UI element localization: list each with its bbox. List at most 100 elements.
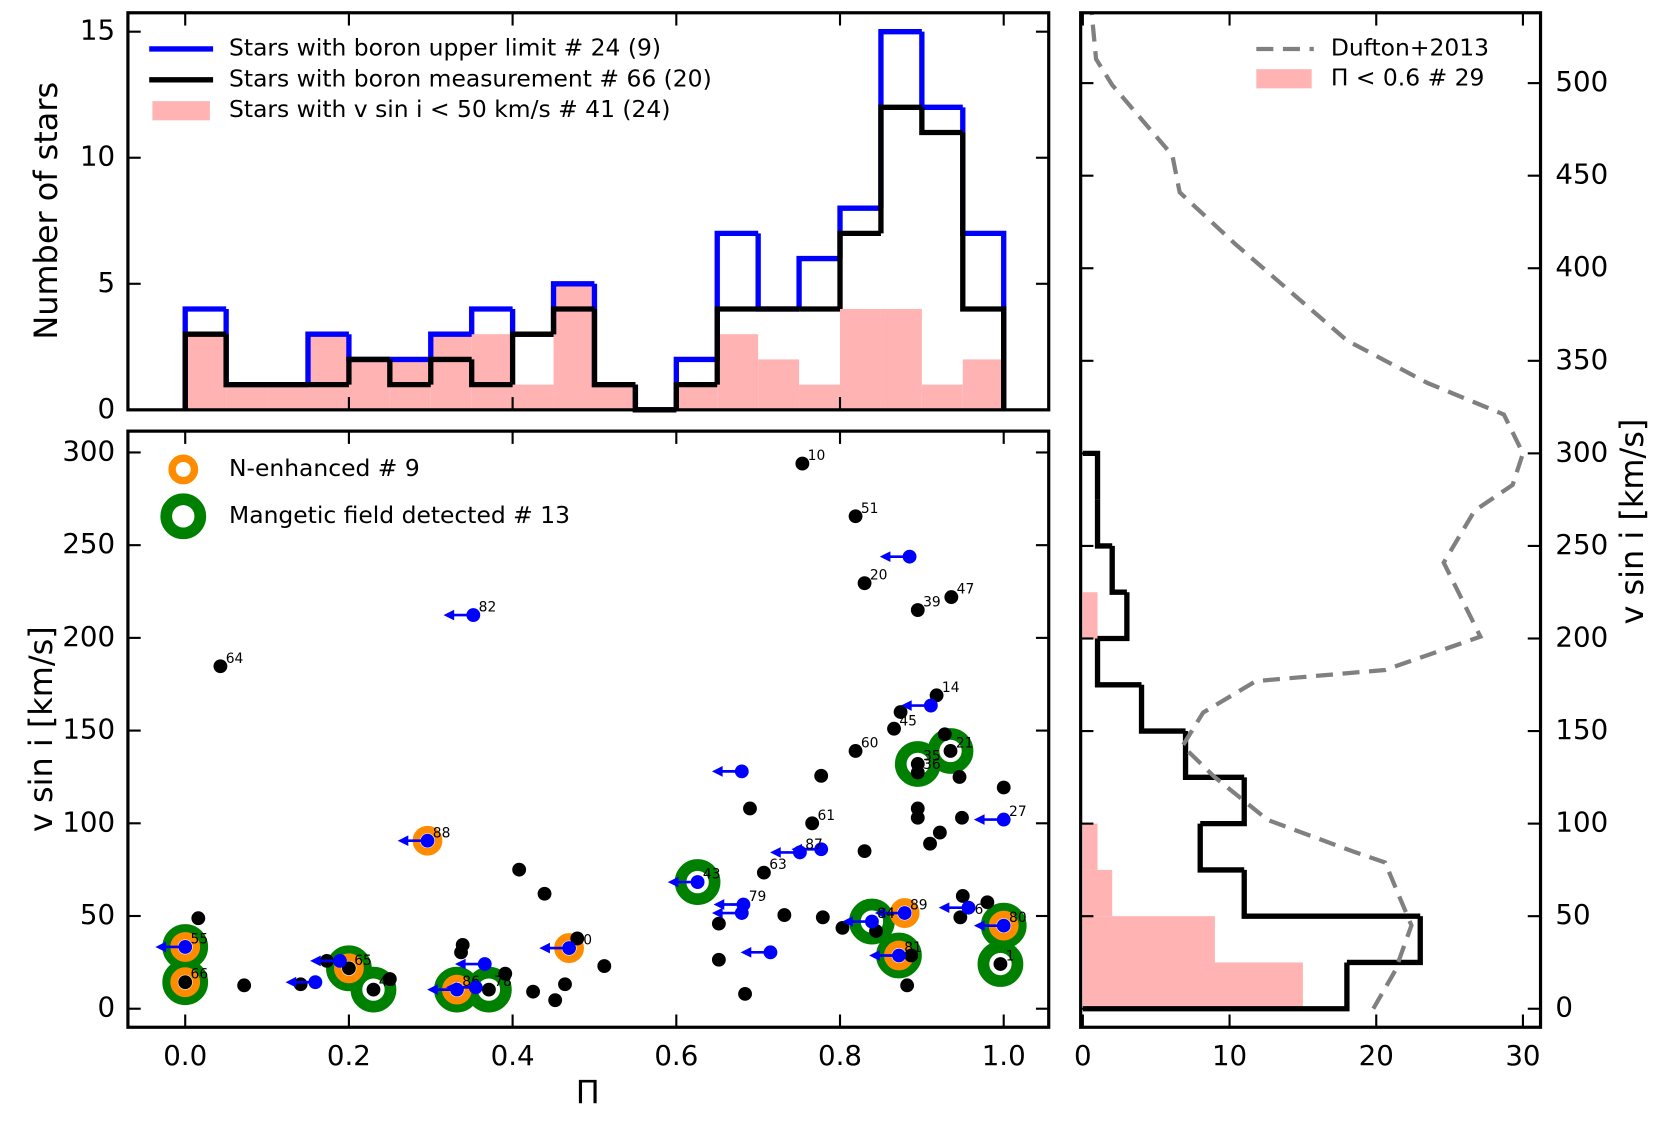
y-tick-label: 15 xyxy=(80,14,115,47)
data-point xyxy=(293,977,308,992)
data-point xyxy=(734,906,749,920)
data-point xyxy=(332,953,347,968)
y-tick-label: 200 xyxy=(62,620,115,653)
data-point xyxy=(910,765,925,780)
upper-limit-arrowhead xyxy=(454,958,466,970)
y-axis-label: v sin i [km/s] xyxy=(1613,419,1651,625)
point-label: 27 xyxy=(1009,804,1027,820)
hist-step xyxy=(878,104,922,234)
data-point xyxy=(955,810,969,825)
y-tick-label: 0 xyxy=(1555,991,1573,1024)
point-label: 78 xyxy=(494,974,512,990)
hist-step xyxy=(591,283,636,388)
point-label: 35 xyxy=(923,749,941,765)
y-tick-label: 250 xyxy=(62,527,115,560)
upper-limit-arrowhead xyxy=(770,847,781,858)
data-point xyxy=(814,768,829,783)
upper-limit-arrowhead xyxy=(711,907,723,919)
point-label: 39 xyxy=(923,595,941,611)
hist-step xyxy=(1109,545,1127,595)
hist-step xyxy=(755,233,800,312)
axes-frame xyxy=(126,429,1051,1029)
x-tick-label: 0.0 xyxy=(163,1039,207,1072)
upper-limit-arrowhead xyxy=(711,766,723,777)
data-point xyxy=(213,659,228,674)
data-point xyxy=(900,978,915,993)
upper-limit-arrowhead xyxy=(740,947,752,958)
data-point xyxy=(191,911,206,926)
data-point xyxy=(952,770,967,784)
hist-step xyxy=(919,107,963,136)
y-tick-label: 400 xyxy=(1555,250,1608,283)
data-point xyxy=(857,576,872,591)
legend-label: Dufton+2013 xyxy=(1331,33,1489,61)
data-point xyxy=(597,959,612,973)
data-point xyxy=(526,984,540,999)
hist-bar xyxy=(962,359,1004,410)
upper-limit-arrowhead xyxy=(973,814,985,825)
point-label: 82 xyxy=(479,600,497,616)
data-point xyxy=(178,940,193,954)
data-point xyxy=(558,977,572,992)
hist-bar xyxy=(1082,592,1098,639)
hist-bar xyxy=(185,334,227,410)
data-point xyxy=(865,914,879,929)
data-point xyxy=(910,603,925,617)
data-point xyxy=(815,910,830,925)
hist-step xyxy=(1138,684,1186,734)
point-label: 84 xyxy=(877,906,895,922)
data-point xyxy=(481,982,496,997)
data-point xyxy=(454,945,468,960)
y-tick-label: 500 xyxy=(1555,65,1608,98)
data-point xyxy=(420,833,435,848)
point-label: 81 xyxy=(904,940,922,956)
legend-label: Stars with boron measurement # 66 (20) xyxy=(229,64,712,92)
data-point xyxy=(929,688,944,703)
hist-step xyxy=(509,308,554,337)
data-point xyxy=(805,816,820,831)
hist-bar xyxy=(226,384,268,410)
x-tick-label: 0.6 xyxy=(654,1039,698,1072)
point-label: 43 xyxy=(703,867,721,883)
y-tick-label: 50 xyxy=(1555,898,1590,931)
point-label: 88 xyxy=(433,825,451,841)
upper-limit-arrowhead xyxy=(155,941,167,953)
legend-label: Stars with v sin i < 50 km/s # 41 (24) xyxy=(229,95,670,123)
upper-limit-arrowhead xyxy=(445,982,457,993)
hist-step xyxy=(428,331,472,360)
hist-step xyxy=(387,359,431,388)
data-point xyxy=(980,895,995,910)
hist-bar xyxy=(307,334,349,410)
hist-step xyxy=(1197,823,1245,873)
data-point xyxy=(848,744,863,758)
data-point xyxy=(910,810,925,825)
hist-bar xyxy=(348,359,390,410)
data-point xyxy=(477,957,492,971)
hist-step xyxy=(1082,450,1101,500)
data-point xyxy=(923,698,938,713)
legend-label: Π < 0.6 # 29 xyxy=(1331,63,1485,91)
point-label: 60 xyxy=(861,736,879,752)
data-point xyxy=(382,972,397,986)
y-tick-label: 450 xyxy=(1555,158,1608,191)
x-tick-label: 0.2 xyxy=(327,1039,371,1072)
hist-step xyxy=(714,306,759,385)
y-tick-label: 10 xyxy=(80,140,115,173)
data-point xyxy=(923,836,937,851)
data-point xyxy=(814,842,829,857)
data-point xyxy=(835,920,850,935)
y-axis-label: v sin i [km/s] xyxy=(22,626,60,832)
data-point xyxy=(178,975,193,990)
data-point xyxy=(738,986,752,1001)
legend-swatch xyxy=(152,101,210,121)
x-tick-label: 0.8 xyxy=(818,1039,862,1072)
data-point xyxy=(902,549,917,564)
upper-limit-arrowhead xyxy=(443,609,455,621)
point-label: 89 xyxy=(910,898,928,914)
point-label: 55 xyxy=(191,932,209,948)
hist-step xyxy=(346,356,390,385)
point-label: 40 xyxy=(379,974,397,990)
point-label: 1 xyxy=(1006,949,1015,965)
data-point xyxy=(955,889,970,903)
upper-limit-arrowhead xyxy=(310,955,321,967)
